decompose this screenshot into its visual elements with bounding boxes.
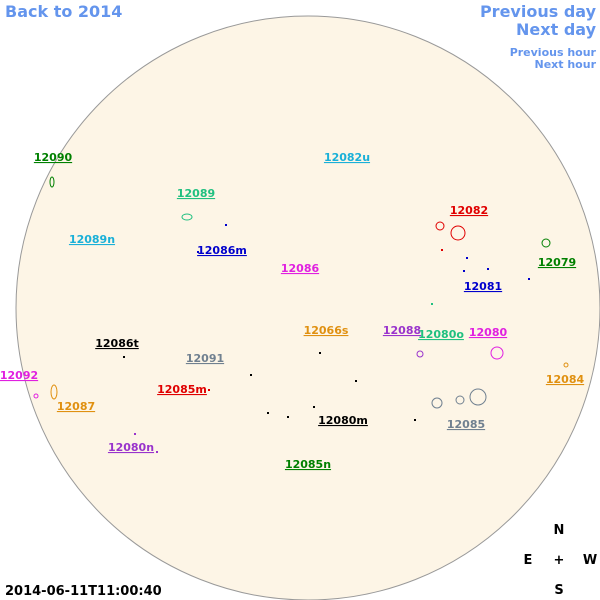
region-label[interactable]: 12080o (418, 328, 464, 341)
region-label[interactable]: 12082 (450, 204, 488, 217)
region-label[interactable]: 12087 (57, 400, 95, 413)
region-label[interactable]: 12081 (464, 280, 502, 293)
dot (466, 257, 468, 259)
dot (463, 270, 465, 272)
region-label[interactable]: 12086 (281, 262, 320, 275)
solar-disk (15, 15, 600, 600)
dot (134, 433, 136, 435)
sunspot (181, 213, 193, 221)
dot (313, 406, 315, 408)
sunspot (435, 221, 445, 231)
compass-west: W (583, 553, 597, 568)
sunspot (450, 225, 466, 241)
region-label[interactable]: 12085n (285, 458, 331, 471)
dot (355, 380, 357, 382)
dot (267, 412, 269, 414)
region-label[interactable]: 12089n (69, 233, 115, 246)
back-link[interactable]: Back to 2014 (5, 2, 122, 21)
sunspot (33, 393, 39, 399)
compass-east: E (524, 553, 533, 568)
sunspot (50, 384, 58, 400)
dot (431, 303, 433, 305)
dot (225, 224, 227, 226)
sunspot (563, 362, 569, 368)
next-day-link[interactable]: Next day (516, 20, 597, 39)
dot (156, 451, 158, 453)
region-label[interactable]: 12085m (157, 383, 207, 396)
sunspots (33, 176, 569, 409)
previous-hour-link[interactable]: Previous hour (510, 46, 597, 59)
previous-day-link[interactable]: Previous day (480, 2, 597, 21)
dot (287, 416, 289, 418)
dot (528, 278, 530, 280)
dots (123, 224, 530, 453)
timestamp: 2014-06-11T11:00:40 (5, 584, 162, 599)
region-label[interactable]: 12085 (447, 418, 485, 431)
dot (208, 389, 210, 391)
region-label[interactable]: 12080n (108, 441, 154, 454)
region-label[interactable]: 12080 (469, 326, 508, 339)
region-label[interactable]: 12090 (34, 151, 73, 164)
region-label[interactable]: 12084 (546, 373, 585, 386)
dot (197, 251, 199, 253)
region-label[interactable]: 12082u (324, 151, 370, 164)
dot (123, 356, 125, 358)
dot (319, 352, 321, 354)
compass-center: + (554, 553, 565, 568)
sunspot (490, 346, 504, 360)
region-label[interactable]: 12086t (95, 337, 139, 350)
sunspot (455, 395, 465, 405)
dot (250, 374, 252, 376)
sunspot (469, 388, 487, 406)
next-hour-link[interactable]: Next hour (535, 58, 597, 71)
sunspot (431, 397, 443, 409)
region-label[interactable]: 12066s (304, 324, 349, 337)
region-label[interactable]: 12091 (186, 352, 224, 365)
region-label[interactable]: 12092 (0, 369, 38, 382)
compass-north: N (554, 523, 565, 538)
region-label[interactable]: 12086m (197, 244, 247, 257)
dot (487, 268, 489, 270)
dot (414, 419, 416, 421)
compass-south: S (554, 583, 563, 598)
region-label[interactable]: 12079 (538, 256, 576, 269)
region-label[interactable]: 12088 (383, 324, 421, 337)
region-label[interactable]: 12089 (177, 187, 215, 200)
region-label[interactable]: 12080m (318, 414, 368, 427)
sunspot (49, 176, 55, 188)
sunspot (541, 238, 551, 248)
dot (441, 249, 443, 251)
sunspot (416, 350, 424, 358)
